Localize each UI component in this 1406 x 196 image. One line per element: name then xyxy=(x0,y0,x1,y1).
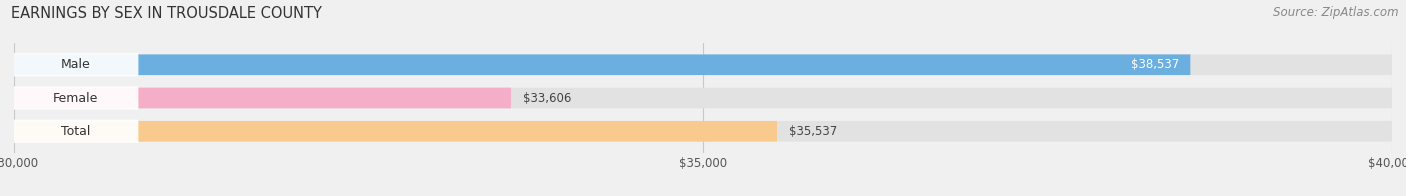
Text: Female: Female xyxy=(53,92,98,104)
Text: EARNINGS BY SEX IN TROUSDALE COUNTY: EARNINGS BY SEX IN TROUSDALE COUNTY xyxy=(11,6,322,21)
FancyBboxPatch shape xyxy=(14,121,778,142)
FancyBboxPatch shape xyxy=(14,88,1392,108)
FancyBboxPatch shape xyxy=(7,120,138,143)
FancyBboxPatch shape xyxy=(14,88,510,108)
FancyBboxPatch shape xyxy=(14,121,1392,142)
Text: Total: Total xyxy=(60,125,90,138)
Text: $35,537: $35,537 xyxy=(789,125,838,138)
Text: Source: ZipAtlas.com: Source: ZipAtlas.com xyxy=(1274,6,1399,19)
FancyBboxPatch shape xyxy=(14,54,1392,75)
FancyBboxPatch shape xyxy=(14,54,1191,75)
FancyBboxPatch shape xyxy=(7,86,138,110)
Text: $38,537: $38,537 xyxy=(1130,58,1180,71)
FancyBboxPatch shape xyxy=(7,53,138,76)
Text: Male: Male xyxy=(60,58,90,71)
Text: $33,606: $33,606 xyxy=(523,92,572,104)
